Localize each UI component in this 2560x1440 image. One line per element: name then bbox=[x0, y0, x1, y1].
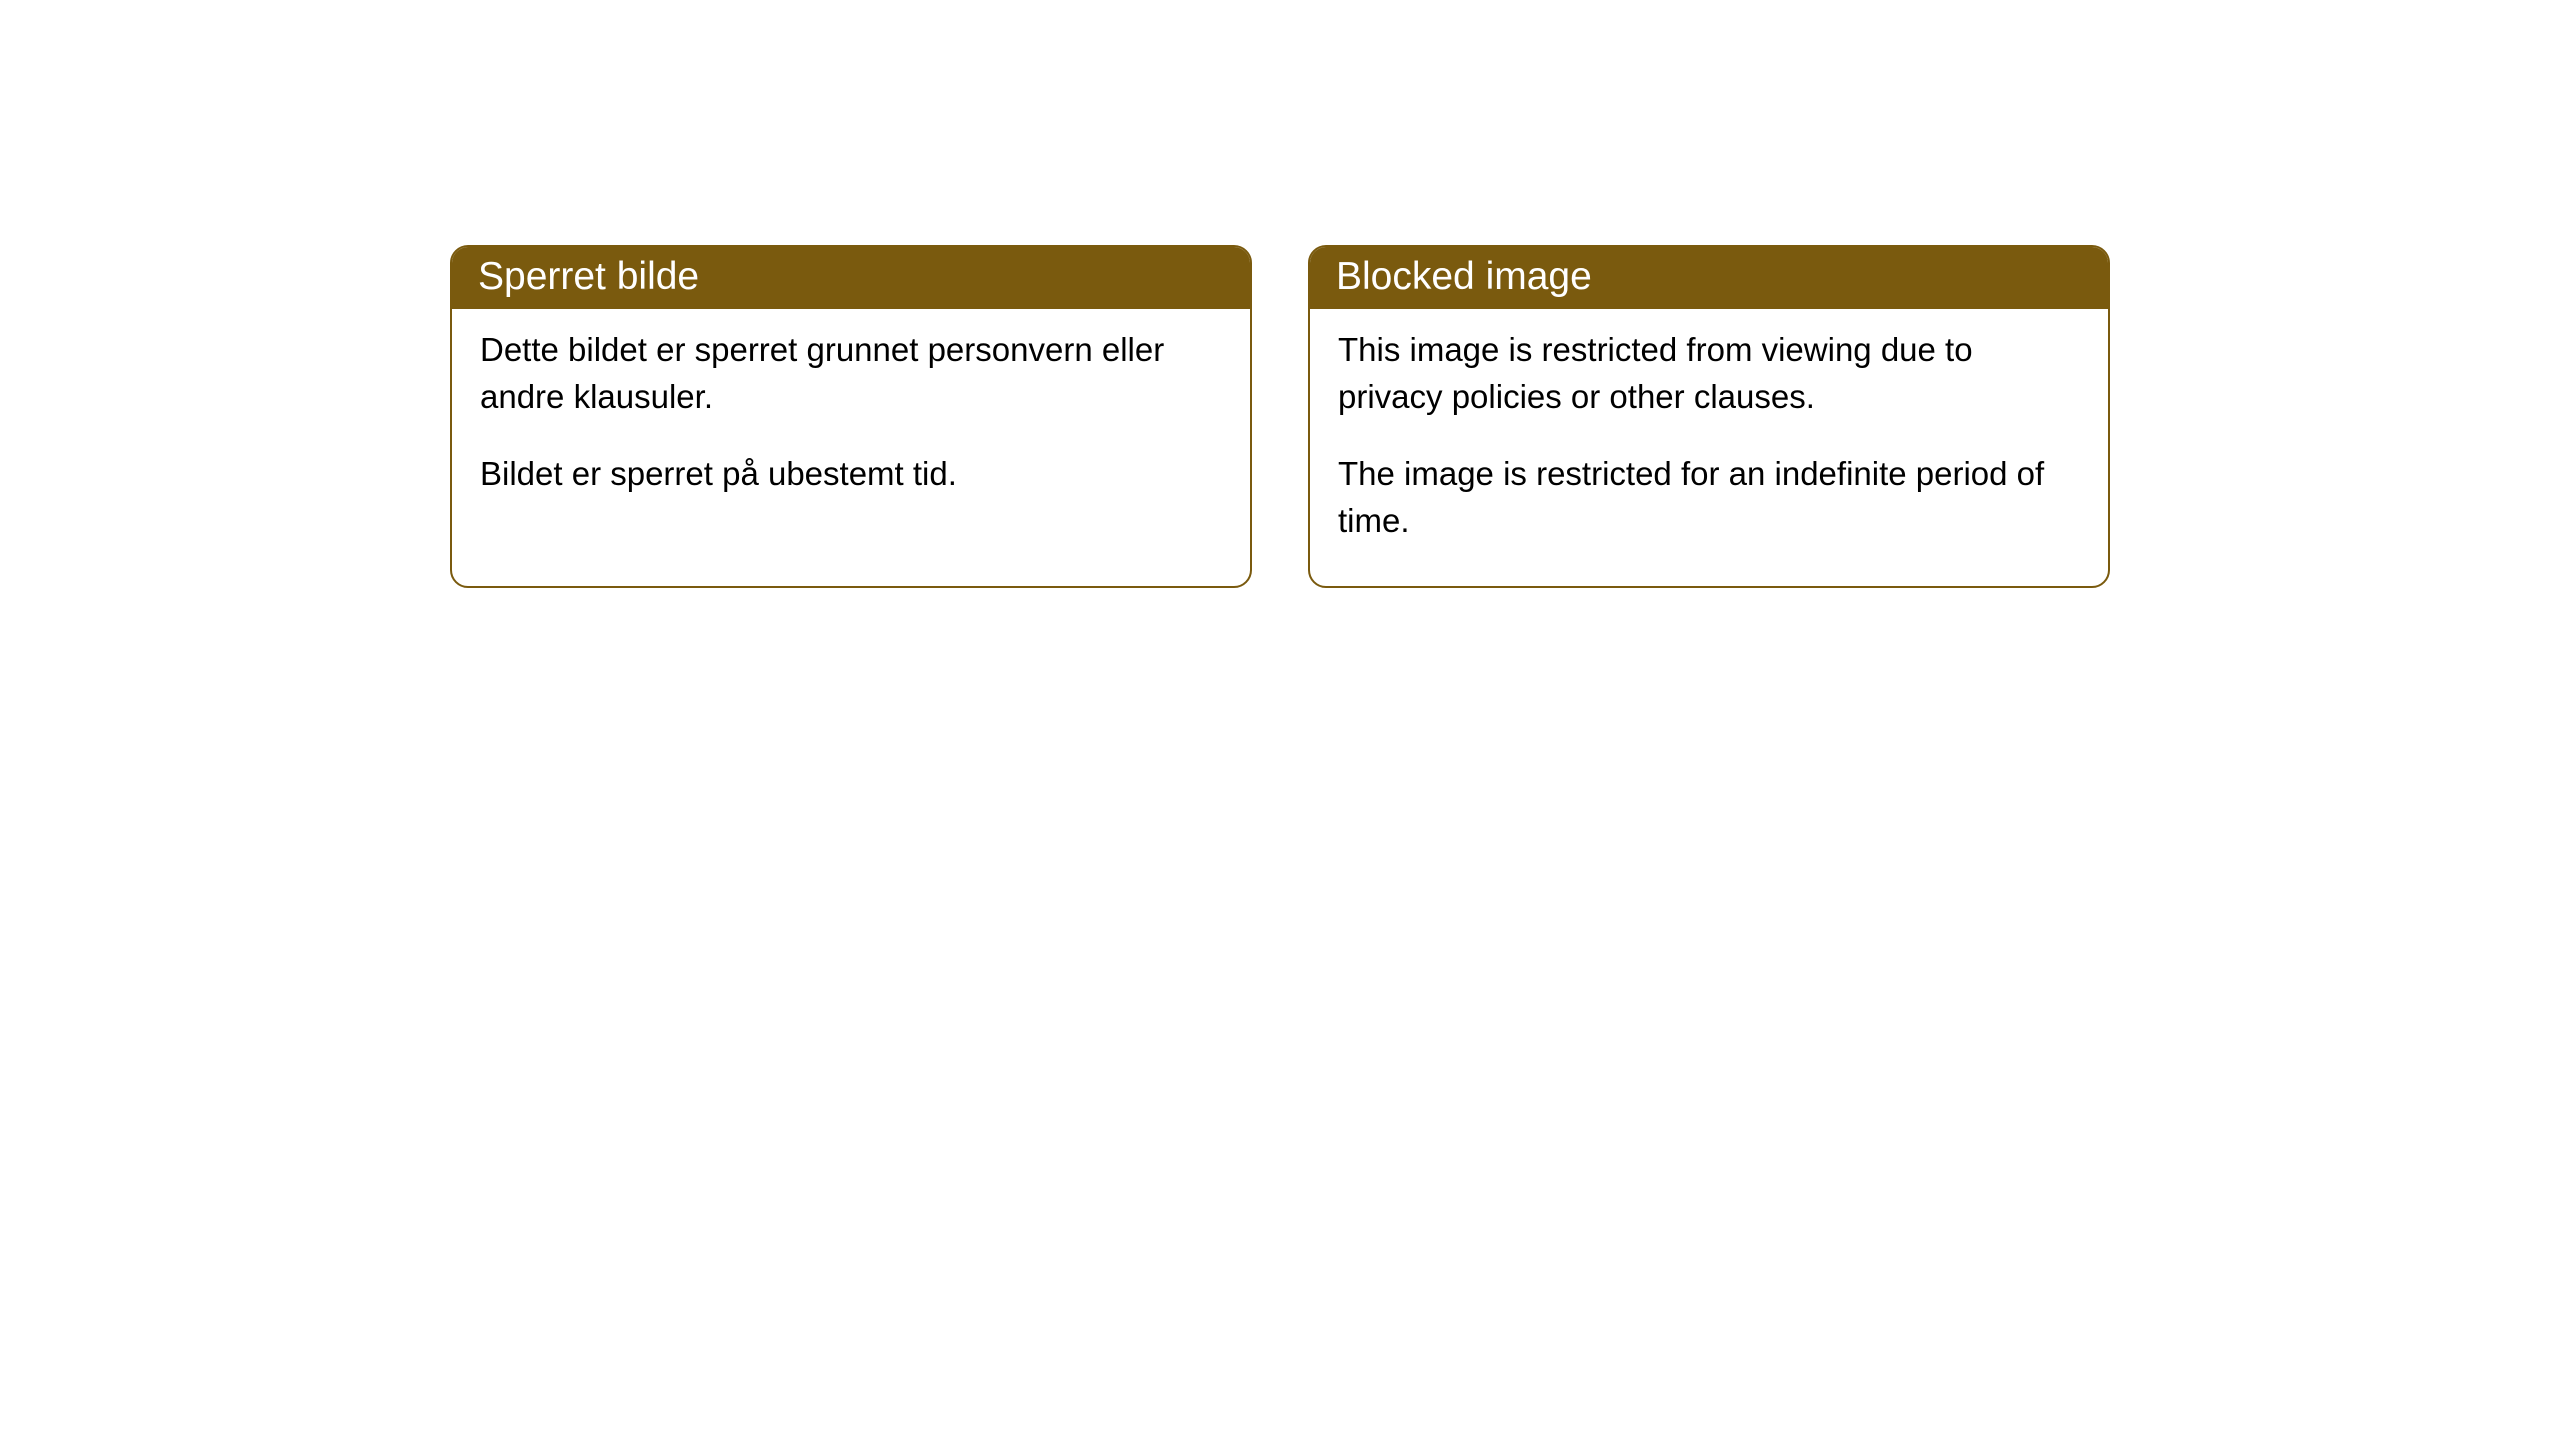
card-header: Blocked image bbox=[1310, 247, 2108, 309]
card-title: Blocked image bbox=[1336, 255, 1592, 298]
card-paragraph: Dette bildet er sperret grunnet personve… bbox=[480, 327, 1222, 421]
card-body: Dette bildet er sperret grunnet personve… bbox=[452, 309, 1250, 540]
card-title: Sperret bilde bbox=[478, 255, 699, 298]
card-header: Sperret bilde bbox=[452, 247, 1250, 309]
blocked-image-card-norwegian: Sperret bilde Dette bildet er sperret gr… bbox=[450, 245, 1252, 588]
blocked-image-card-english: Blocked image This image is restricted f… bbox=[1308, 245, 2110, 588]
card-paragraph: The image is restricted for an indefinit… bbox=[1338, 451, 2080, 545]
card-paragraph: Bildet er sperret på ubestemt tid. bbox=[480, 451, 1222, 498]
card-body: This image is restricted from viewing du… bbox=[1310, 309, 2108, 586]
card-paragraph: This image is restricted from viewing du… bbox=[1338, 327, 2080, 421]
cards-container: Sperret bilde Dette bildet er sperret gr… bbox=[0, 0, 2560, 833]
